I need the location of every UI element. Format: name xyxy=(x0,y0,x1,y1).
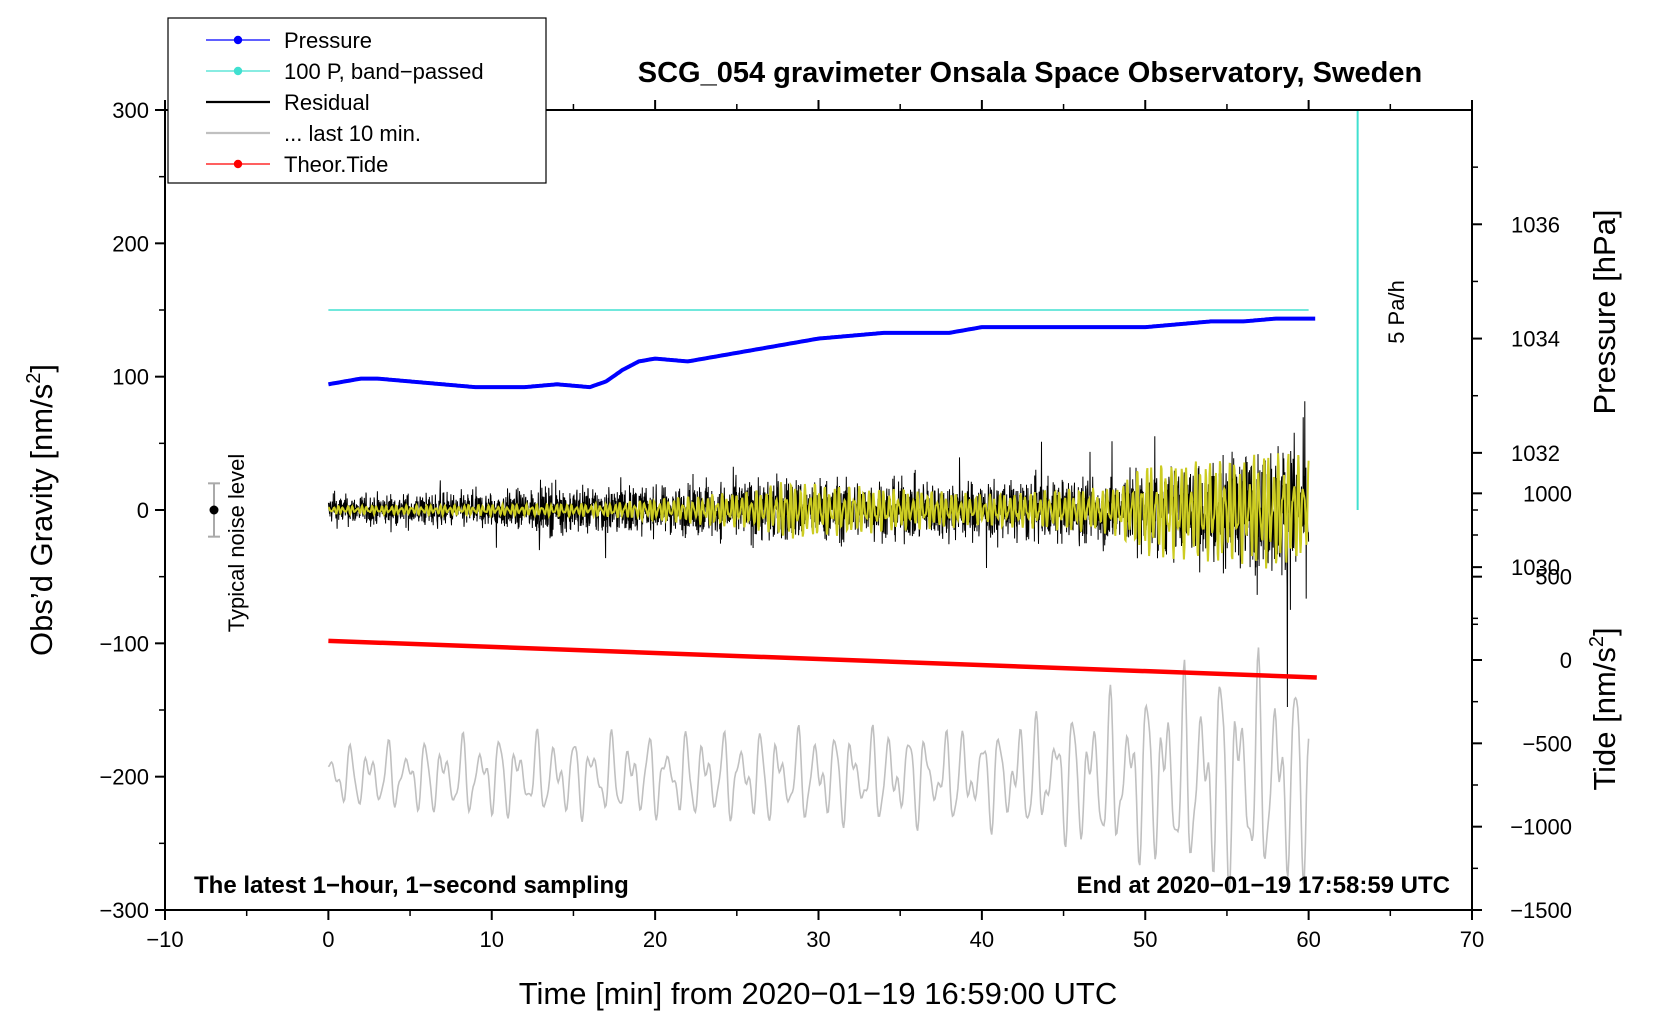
legend-item-label: Pressure xyxy=(284,28,372,53)
filtered-residual-series-line xyxy=(327,453,1310,569)
series-layer xyxy=(327,110,1359,894)
tide-tick-label: −500 xyxy=(1522,731,1572,756)
pressure-tick-label: 1030 xyxy=(1511,555,1560,580)
chart-title: SCG_054 gravimeter Onsala Space Observat… xyxy=(638,57,1422,89)
pressure-axis-title: Pressure [hPa] xyxy=(1587,209,1622,414)
noise-level-label: Typical noise level xyxy=(224,454,249,633)
y-axis-ticks: −300 −200 −100 0 100 200 300 xyxy=(99,98,165,923)
tide-axis-title-superscript: 2 xyxy=(1586,636,1608,647)
x-axis-title: Time [min] from 2020−01−19 16:59:00 UTC xyxy=(519,976,1118,1011)
y-tick-label: 0 xyxy=(137,498,149,523)
tide-tick-label: −1000 xyxy=(1510,815,1572,840)
y-axis-title-close: ] xyxy=(24,364,59,373)
tide-tick-label: 1000 xyxy=(1523,481,1572,506)
x-tick-label: 70 xyxy=(1460,927,1484,952)
y-axis-title-superscript: 2 xyxy=(23,373,45,384)
tide-axis-ticks: −1500 −1000 −500 0 500 1000 xyxy=(1472,481,1572,923)
x-tick-label: 10 xyxy=(480,927,504,952)
tide-axis-title: Tide [nm/s2] xyxy=(1586,627,1622,790)
pressure-tick-label: 1032 xyxy=(1511,441,1560,466)
tide-tick-label: −1500 xyxy=(1510,898,1572,923)
y-axis-title-text: Obs’d Gravity [nm/s xyxy=(24,384,59,656)
legend-box xyxy=(167,17,547,184)
y-tick-label: −100 xyxy=(99,631,149,656)
noise-level-dot xyxy=(209,505,219,515)
pressure-rate-label: 5 Pa/h xyxy=(1384,280,1409,344)
y-tick-label: 100 xyxy=(112,365,149,390)
legend-item-label: 100 P, band−passed xyxy=(284,59,484,84)
x-tick-label: 20 xyxy=(643,927,667,952)
legend-item-label: ... last 10 min. xyxy=(284,121,421,146)
pressure-series-line xyxy=(328,316,1316,390)
pressure-tick-label: 1036 xyxy=(1511,212,1560,237)
last-10-min-series-line xyxy=(327,647,1310,894)
y-tick-label: 300 xyxy=(112,98,149,123)
x-axis-ticks: −10 0 10 20 30 40 50 60 70 xyxy=(146,100,1484,952)
y-tick-label: 200 xyxy=(112,231,149,256)
y-axis-title: Obs’d Gravity [nm/s2] xyxy=(23,364,59,656)
pressure-tick-label: 1034 xyxy=(1511,327,1560,352)
legend-items: Pressure 100 P, band−passed Residual ... la… xyxy=(206,28,484,177)
theoretical-tide-series-line xyxy=(328,638,1317,680)
legend-swatch-marker xyxy=(233,159,243,169)
legend-swatch-marker xyxy=(233,66,243,76)
x-tick-label: 0 xyxy=(322,927,334,952)
end-time-annotation: End at 2020−01−19 17:58:59 UTC xyxy=(1076,872,1450,899)
x-tick-label: 30 xyxy=(806,927,830,952)
x-tick-label: 60 xyxy=(1296,927,1320,952)
tide-tick-label: 0 xyxy=(1560,648,1572,673)
pressure-axis-ticks: 1030 1032 1034 1036 xyxy=(1472,166,1560,626)
x-tick-label: −10 xyxy=(146,927,183,952)
legend-item-label: Theor.Tide xyxy=(284,152,388,177)
x-tick-label: 50 xyxy=(1133,927,1157,952)
tide-axis-title-close: ] xyxy=(1587,627,1622,636)
legend-swatch-marker xyxy=(233,35,243,45)
x-tick-label: 40 xyxy=(970,927,994,952)
legend-item-label: Residual xyxy=(284,90,370,115)
tide-axis-title-text: Tide [nm/s xyxy=(1587,647,1622,791)
sampling-annotation: The latest 1−hour, 1−second sampling xyxy=(194,872,629,899)
y-tick-label: −300 xyxy=(99,898,149,923)
legend: Pressure 100 P, band−passed Residual ... la… xyxy=(167,17,547,184)
y-tick-label: −200 xyxy=(99,765,149,790)
noise-level-indicator xyxy=(208,482,221,538)
tide-tick-label: 500 xyxy=(1535,565,1572,590)
